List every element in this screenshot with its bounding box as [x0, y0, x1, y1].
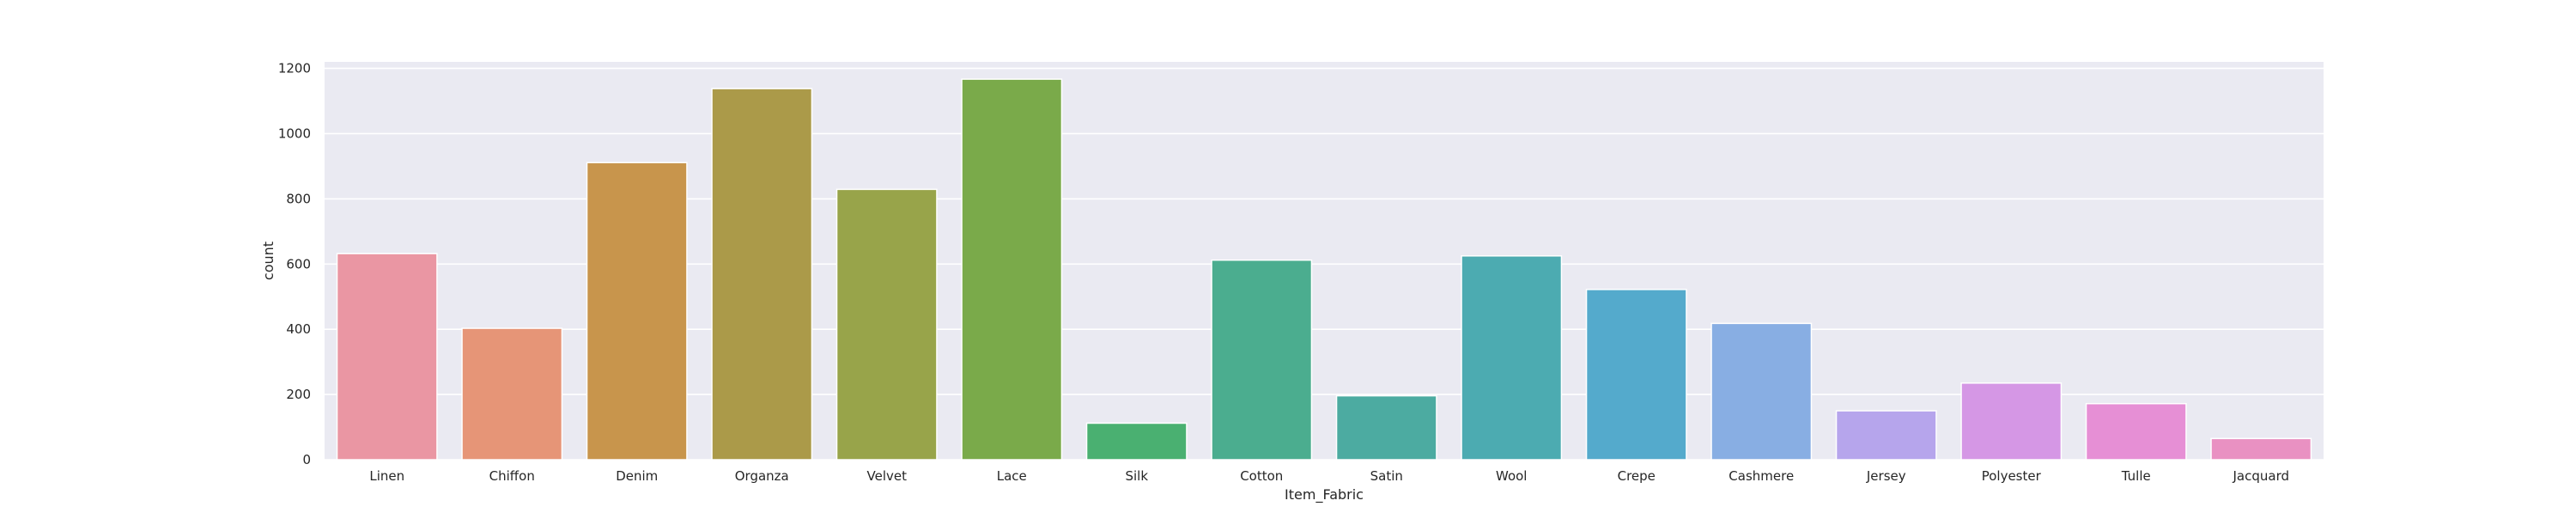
- bar-organza: [711, 88, 813, 461]
- bar-wool: [1461, 255, 1563, 461]
- x-tick-label: Jacquard: [2232, 468, 2289, 484]
- x-tick-label: Organza: [735, 468, 789, 484]
- x-tick-label: Silk: [1125, 468, 1148, 484]
- bar-cashmere: [1710, 322, 1813, 461]
- bar-silk: [1085, 422, 1188, 461]
- x-tick-label: Cashmere: [1728, 468, 1794, 484]
- x-tick-label: Lace: [997, 468, 1027, 484]
- x-tick-label: Wool: [1496, 468, 1527, 484]
- x-tick-label: Cotton: [1240, 468, 1283, 484]
- y-axis-label: count: [260, 241, 276, 280]
- x-tick-label: Linen: [369, 468, 404, 484]
- bar-crepe: [1585, 289, 1687, 461]
- bar-jersey: [1835, 410, 1937, 461]
- bar-tulle: [2085, 402, 2187, 461]
- x-tick-label: Chiffon: [489, 468, 535, 484]
- y-tick-label: 1200: [278, 61, 311, 76]
- x-axis-label: Item_Fabric: [1285, 486, 1364, 504]
- x-tick-labels: Linen Chiffon Denim Organza Velvet Lace Silk Co…: [369, 468, 2289, 484]
- y-tick-label: 0: [302, 452, 311, 467]
- bar-denim: [586, 162, 688, 461]
- bar-chiffon: [461, 327, 563, 461]
- x-tick-label: Tulle: [2121, 468, 2151, 484]
- bar-lace: [961, 78, 1063, 461]
- y-tick-label: 600: [286, 256, 311, 272]
- y-tick-label: 800: [286, 191, 311, 206]
- x-tick-label: Polyester: [1982, 468, 2042, 484]
- bar-velvet: [835, 188, 938, 461]
- x-tick-label: Jersey: [1866, 468, 1906, 484]
- y-tick-label: 1000: [278, 125, 311, 141]
- bar-cotton: [1211, 259, 1313, 461]
- x-tick-label: Crepe: [1618, 468, 1656, 484]
- bar-polyester: [1960, 382, 2063, 461]
- x-tick-label: Velvet: [867, 468, 908, 484]
- bar-linen: [336, 253, 438, 461]
- bar-jacquard: [2210, 437, 2312, 461]
- x-tick-label: Satin: [1370, 468, 1403, 484]
- y-tick-label: 400: [286, 321, 311, 337]
- x-tick-label: Denim: [616, 468, 658, 484]
- bar-satin: [1335, 394, 1437, 461]
- y-tick-label: 200: [286, 387, 311, 402]
- bars: [336, 78, 2312, 461]
- y-tick-labels: 0 200 400 600 800 1000 1200: [278, 61, 311, 467]
